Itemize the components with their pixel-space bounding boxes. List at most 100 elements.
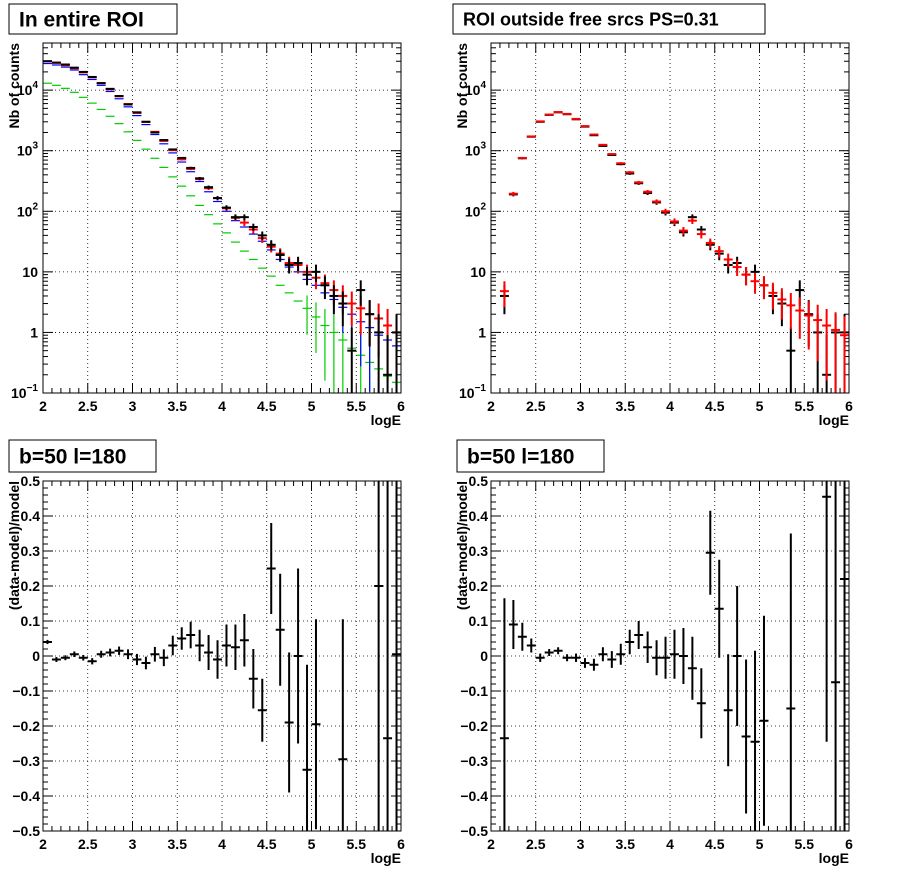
data-point — [643, 631, 653, 663]
data-point — [204, 185, 214, 189]
data-point — [553, 647, 563, 655]
data-point — [213, 640, 222, 679]
data-point — [544, 113, 554, 116]
data-point — [87, 658, 97, 665]
data-point — [222, 624, 231, 667]
data — [43, 60, 401, 393]
x-tick-label: 2.5 — [526, 836, 546, 852]
data-point — [311, 264, 321, 282]
data-point — [499, 598, 509, 831]
panel-residuals-left: 2 2.5 3 3.5 4 4.5 5 5.5 6 −0.5 −0.4 −0.3 −0.2 −0.1 0 0.… — [6, 439, 405, 866]
y-tick-label: 0.4 — [469, 508, 489, 524]
data-point — [723, 253, 733, 268]
data-point — [589, 133, 599, 136]
x-tick-label: 5.5 — [347, 398, 367, 414]
data-point — [661, 208, 670, 215]
panel-title-box — [8, 3, 178, 35]
data-point — [320, 276, 330, 300]
data-point — [840, 316, 849, 393]
data-point — [78, 654, 88, 661]
data-point — [159, 139, 169, 142]
x-tick-label: 4.5 — [257, 398, 277, 414]
axes — [490, 480, 850, 832]
x-tick-label: 4.5 — [257, 836, 277, 852]
y-tick-label: −0.3 — [460, 753, 488, 769]
y-tick-labels: −0.5 −0.4 −0.3 −0.2 −0.1 0 0.1 0.2 0.3 0.4 0.5 — [12, 473, 40, 839]
panel-title-box — [452, 3, 766, 35]
y-tick-label: 0.1 — [21, 613, 41, 629]
data-point — [302, 295, 312, 335]
data-point — [499, 281, 509, 308]
data-point — [571, 653, 581, 662]
data-point — [634, 621, 644, 649]
x-tick-label: 2 — [39, 398, 47, 414]
y-tick-label: 104 — [465, 80, 487, 98]
data-point — [96, 650, 106, 658]
y-tick-label: −0.3 — [12, 753, 40, 769]
x-tick-label: 5 — [308, 398, 316, 414]
series-residuals — [43, 481, 401, 831]
y-tick-label: −0.5 — [12, 823, 40, 839]
panel-title-text: ROI outside free srcs PS=0.31 — [463, 9, 719, 29]
x-tick-label: 3 — [129, 836, 137, 852]
y-tick-label: 0.5 — [21, 473, 41, 489]
x-tick-labels: 2 2.5 3 3.5 4 4.5 5 5.5 6 — [39, 398, 405, 414]
data-point — [347, 291, 357, 327]
data-point — [696, 230, 706, 239]
data-point — [114, 646, 124, 655]
data-point — [813, 304, 823, 362]
y-tick-label: −0.5 — [460, 823, 488, 839]
y-tick-label: 0.1 — [469, 613, 489, 629]
x-tick-label: 3 — [577, 836, 585, 852]
data-point — [795, 297, 805, 339]
plot-frame — [42, 480, 402, 832]
data-point — [517, 622, 527, 651]
data-point — [822, 308, 832, 381]
data-point — [696, 668, 706, 739]
panel-title-box — [8, 439, 157, 473]
x-tick-label: 3.5 — [168, 836, 188, 852]
data-point — [598, 647, 608, 662]
y-tick-label: 10 — [22, 264, 38, 280]
panel-title-box — [456, 439, 605, 473]
data-point — [607, 153, 617, 156]
data-point — [670, 218, 679, 225]
data-point — [302, 267, 312, 286]
data-point — [750, 272, 760, 294]
data-point — [204, 635, 214, 670]
data-point — [625, 629, 635, 655]
data-point — [580, 125, 590, 128]
x-tick-label: 3.5 — [168, 398, 188, 414]
data-point — [714, 246, 724, 258]
data-point — [60, 655, 70, 661]
data-point — [51, 657, 61, 662]
data-point — [768, 282, 778, 310]
data-point — [123, 103, 133, 106]
plot-area — [43, 481, 401, 831]
x-tick-label: 5 — [308, 836, 316, 852]
data-point — [195, 176, 205, 180]
plot-area — [491, 43, 849, 393]
panel-title-text: b=50 l=180 — [19, 446, 126, 469]
x-axis-label: logE — [819, 412, 849, 428]
y-tick-label: −0.2 — [460, 718, 488, 734]
x-tick-label: 4 — [218, 836, 226, 852]
x-tick-label: 5 — [756, 836, 764, 852]
data-point — [616, 643, 626, 665]
data-point — [741, 267, 751, 286]
data-point — [69, 651, 79, 658]
data-point — [714, 559, 724, 658]
y-tick-label: 0.5 — [469, 473, 489, 489]
data-point — [786, 533, 796, 831]
data-point — [293, 568, 303, 744]
data-point — [365, 300, 375, 347]
x-tick-label: 4 — [666, 398, 674, 414]
data-point — [598, 143, 608, 146]
data-point — [822, 481, 832, 742]
data-point — [705, 238, 715, 249]
y-tick-label: −0.1 — [12, 683, 40, 699]
data-point — [320, 308, 330, 381]
panel-title-text: b=50 l=180 — [467, 446, 574, 469]
data-point — [580, 658, 590, 668]
data-point — [652, 640, 662, 676]
